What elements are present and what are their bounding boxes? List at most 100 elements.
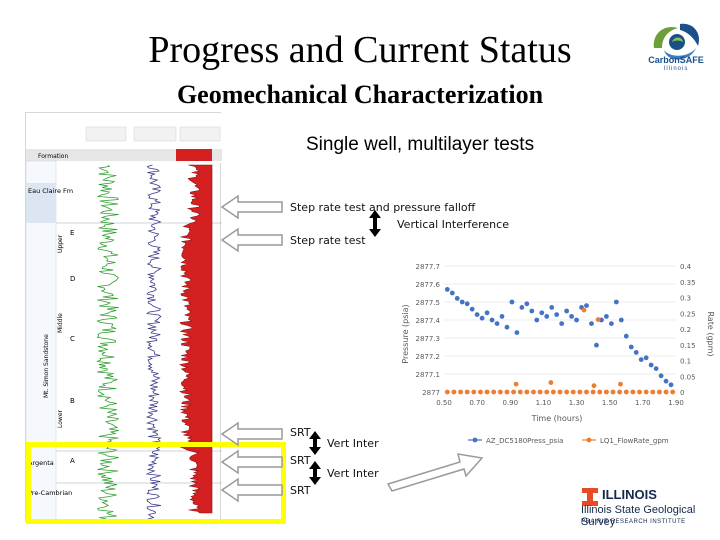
zone-letter-a: A — [70, 457, 75, 465]
y2-tick-label: 0.15 — [680, 342, 696, 350]
formation-argenta: Argenta — [28, 459, 54, 467]
data-point — [564, 308, 570, 314]
data-point — [494, 321, 500, 326]
data-point — [638, 357, 644, 362]
data-point — [623, 333, 629, 339]
annotation-vertical-interference: Vertical Interference — [397, 218, 509, 231]
section-heading: Single well, multilayer tests — [306, 134, 535, 155]
y-axis-label: Pressure (psia) — [401, 304, 410, 363]
data-point — [604, 389, 609, 395]
data-point — [549, 305, 555, 310]
data-point — [633, 350, 639, 355]
formation-pre-cambrian: Pre-Cambrian — [28, 489, 72, 497]
chart-legend: AZ_DC5180Press_psia LQ1_FlowRate_gpm — [468, 437, 669, 445]
data-point — [479, 315, 485, 321]
legend-label: AZ_DC5180Press_psia — [486, 437, 563, 445]
x-tick-label: 1.70 — [635, 399, 651, 407]
data-point — [591, 383, 597, 389]
left-arrow-icon — [220, 194, 283, 220]
left-arrow-icon — [220, 421, 283, 447]
data-point — [484, 389, 490, 395]
carbonsafe-logo-icon — [653, 23, 700, 60]
data-point — [569, 314, 574, 319]
x-tick-label: 1.90 — [668, 399, 684, 407]
data-point — [564, 389, 570, 395]
zone-middle-label: Middle — [57, 313, 64, 333]
resistivity-curve — [179, 164, 213, 514]
data-point — [458, 389, 463, 395]
data-point — [637, 389, 642, 395]
formation-header-label: Formation — [38, 153, 68, 160]
data-point — [539, 310, 545, 316]
left-arrow-icon — [220, 227, 283, 253]
y2-tick-label: 0.4 — [680, 263, 692, 271]
x-axis-label: Time (hours) — [531, 414, 583, 423]
x-tick-label: 1.50 — [602, 399, 618, 407]
data-point — [499, 314, 505, 319]
data-point — [648, 362, 654, 368]
data-point — [524, 301, 530, 307]
annotation-vert-inter-2: Vert Inter — [327, 467, 379, 480]
illinois-logo-text: ILLINOIS — [602, 487, 657, 502]
data-point — [623, 389, 629, 395]
data-point — [524, 389, 530, 395]
data-point — [513, 381, 519, 387]
chart-svg: 2877 2877.1 2877.2 2877.3 2877.4 2877.5 2877.6… — [401, 263, 715, 445]
data-point — [478, 389, 483, 395]
data-point — [484, 310, 490, 316]
data-point — [451, 389, 457, 395]
zone-letter-e: E — [70, 229, 74, 237]
chart-marks — [444, 287, 676, 395]
data-point — [618, 317, 624, 323]
density-curve — [145, 164, 162, 521]
carbonsafe-logo-text: CarbonSAFE — [648, 55, 704, 65]
y-tick-label: 2877 — [422, 389, 440, 397]
survey-logo-text: Illinois State Geological Survey — [581, 504, 696, 528]
data-point — [657, 389, 662, 395]
data-point — [504, 389, 510, 395]
data-point — [557, 389, 563, 395]
annotation-vert-inter-1: Vert Inter — [327, 437, 379, 450]
legend-swatch — [472, 437, 478, 443]
data-point — [529, 308, 535, 314]
y-tick-label: 2877.2 — [416, 353, 441, 361]
data-point — [514, 330, 520, 335]
pressure-rate-chart: 2877 2877.1 2877.2 2877.3 2877.4 2877.5 2877.6… — [384, 256, 720, 456]
right-up-arrow-icon — [386, 453, 484, 492]
data-point — [537, 389, 543, 395]
double-arrow-icon — [369, 210, 381, 237]
x-tick-label: 0.50 — [436, 399, 452, 407]
data-point — [581, 307, 587, 313]
y2-tick-label: 0 — [680, 389, 684, 397]
data-point — [604, 314, 609, 319]
data-point — [559, 321, 565, 326]
data-point — [497, 389, 503, 395]
annotation-srt-3: SRT — [290, 484, 311, 497]
x-tick-label: 0.70 — [469, 399, 485, 407]
x-axis-ticks: 0.50 0.70 0.90 1.10 1.30 1.50 1.70 1.90 — [436, 399, 684, 407]
data-point — [544, 389, 550, 395]
y2-tick-label: 0.35 — [680, 279, 696, 287]
zone-letter-b: B — [70, 397, 75, 405]
y-tick-label: 2877.4 — [416, 317, 441, 325]
data-point — [597, 389, 603, 395]
data-point — [584, 303, 589, 308]
data-point — [653, 366, 659, 371]
well-log-panel: Formation Eau Claire Fm Upper Middle Low… — [25, 112, 222, 524]
data-point — [554, 312, 560, 317]
y2-tick-label: 0.05 — [680, 373, 696, 381]
formation-eau-claire: Eau Claire Fm — [28, 187, 73, 195]
data-point — [534, 317, 540, 323]
data-point — [449, 290, 455, 296]
y-tick-label: 2877.7 — [416, 263, 441, 271]
double-arrow-icon — [309, 461, 321, 485]
data-point — [471, 389, 477, 395]
carbonsafe-logo-subtext: Illinois — [663, 66, 689, 72]
data-point — [570, 389, 576, 395]
data-point — [511, 389, 516, 395]
gamma-ray-curve — [96, 164, 120, 521]
annotation-srt-1: SRT — [290, 426, 311, 439]
data-point — [544, 314, 550, 319]
data-point — [519, 305, 525, 310]
